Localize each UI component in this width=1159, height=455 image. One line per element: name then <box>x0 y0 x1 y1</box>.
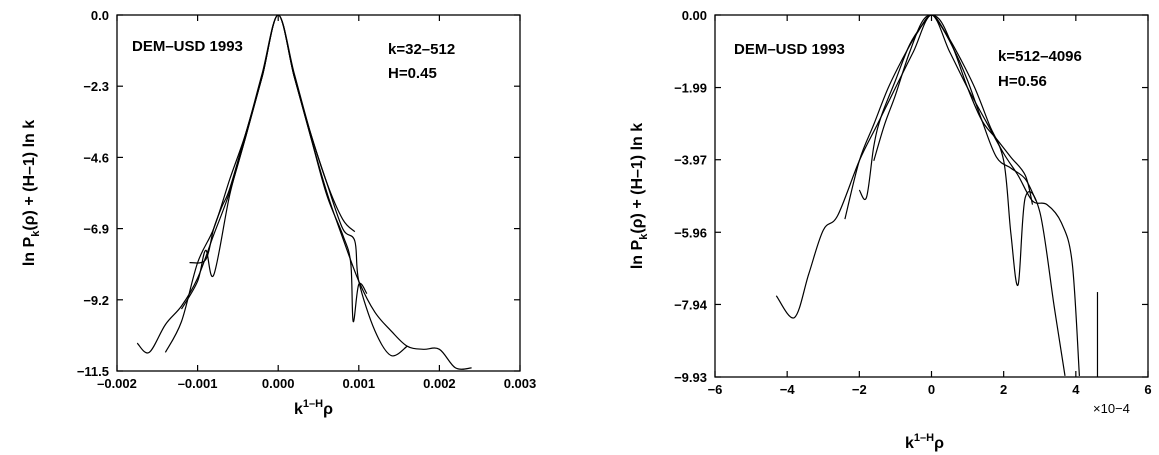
ticks-left: –0.002 –0.001 0.000 0.001 0.002 0.003 0.0 −2.3 −… <box>77 8 536 391</box>
y-tick-label-left: 0.0 <box>91 8 109 23</box>
chart-right: DEM–USD 1993 k=512–4096 H=0.56 ×10−4 k1–… <box>629 8 1152 452</box>
annotation-dataset-left: DEM–USD 1993 <box>132 38 243 55</box>
y-tick-label-left: −2.3 <box>83 79 109 94</box>
chart-left: DEM–USD 1993 k=32–512 H=0.45 k1–Hρ ln Pk… <box>21 8 536 418</box>
y-tick-label-right: −3.97 <box>674 153 707 168</box>
y-axis-label-left: ln Pk(ρ) + (H–1) ln k <box>21 120 42 266</box>
x-label-rho-left: ρ <box>323 401 333 418</box>
y-label-rest-right: (ρ) + (H–1) ln k <box>629 123 646 234</box>
x-tick-label-right: 6 <box>1144 382 1151 397</box>
y-tick-label-left: −4.6 <box>83 150 109 165</box>
series-line-left-2 <box>164 15 408 357</box>
x-tick-label-right: 0 <box>928 382 935 397</box>
y-tick-label-right: 0.00 <box>682 8 707 23</box>
x-tick-label-left: –0.002 <box>97 376 137 391</box>
y-tick-label-right: −5.96 <box>674 225 707 240</box>
y-axis-label-right: ln Pk(ρ) + (H–1) ln k <box>629 123 650 269</box>
series-line-left-4 <box>189 15 356 264</box>
x-axis-label-right: k1–Hρ <box>905 432 944 452</box>
y-label-sub-left: k <box>30 230 42 237</box>
annotation-k-left: k=32–512 <box>388 41 455 58</box>
series-line-right-2 <box>844 15 1066 376</box>
plot-frame-left <box>116 14 521 372</box>
y-tick-label-right: −7.94 <box>674 297 708 312</box>
series-line-right-1 <box>775 15 1080 376</box>
x-label-sup-left: 1–H <box>303 398 323 410</box>
x-multiplier-right: ×10−4 <box>1093 401 1130 416</box>
plot-frame-right <box>714 14 1149 378</box>
curves-right <box>775 15 1099 377</box>
x-label-sup-right: 1–H <box>914 432 934 444</box>
y-label-rest-left: (ρ) + (H–1) ln k <box>21 120 38 231</box>
series-line-left-3 <box>180 15 368 323</box>
x-label-rho-right: ρ <box>934 435 944 452</box>
x-tick-label-left: 0.001 <box>343 376 376 391</box>
y-tick-label-left: −6.9 <box>83 222 109 237</box>
annotation-h-left: H=0.45 <box>388 65 437 82</box>
x-axis-label-left: k1–Hρ <box>294 398 333 418</box>
x-tick-label-left: 0.003 <box>504 376 537 391</box>
annotation-k-right: k=512–4096 <box>998 48 1082 65</box>
annotation-h-right: H=0.56 <box>998 73 1047 90</box>
x-tick-label-left: –0.001 <box>178 376 218 391</box>
ticks-right: −6 −4 −2 0 2 4 6 0.00 −1.99 −3.97 −5.96 −7.94 −9.93 <box>674 8 1152 397</box>
x-tick-label-right: −6 <box>708 382 723 397</box>
x-tick-label-right: −4 <box>780 382 796 397</box>
x-tick-label-right: 4 <box>1072 382 1080 397</box>
x-tick-label-right: 2 <box>1000 382 1007 397</box>
x-tick-label-left: 0.002 <box>423 376 456 391</box>
annotation-dataset-right: DEM–USD 1993 <box>734 41 845 58</box>
series-line-right-4 <box>873 15 1034 205</box>
y-tick-label-right: −9.93 <box>674 370 707 385</box>
x-tick-label-right: −2 <box>852 382 867 397</box>
y-tick-label-left: −9.2 <box>83 293 109 308</box>
curves-left <box>136 15 472 370</box>
series-line-right-3 <box>858 15 1037 202</box>
y-label-sub-right: k <box>638 233 650 240</box>
x-tick-label-left: 0.000 <box>262 376 295 391</box>
y-tick-label-left: −11.5 <box>77 364 109 379</box>
y-tick-label-right: −1.99 <box>674 81 707 96</box>
